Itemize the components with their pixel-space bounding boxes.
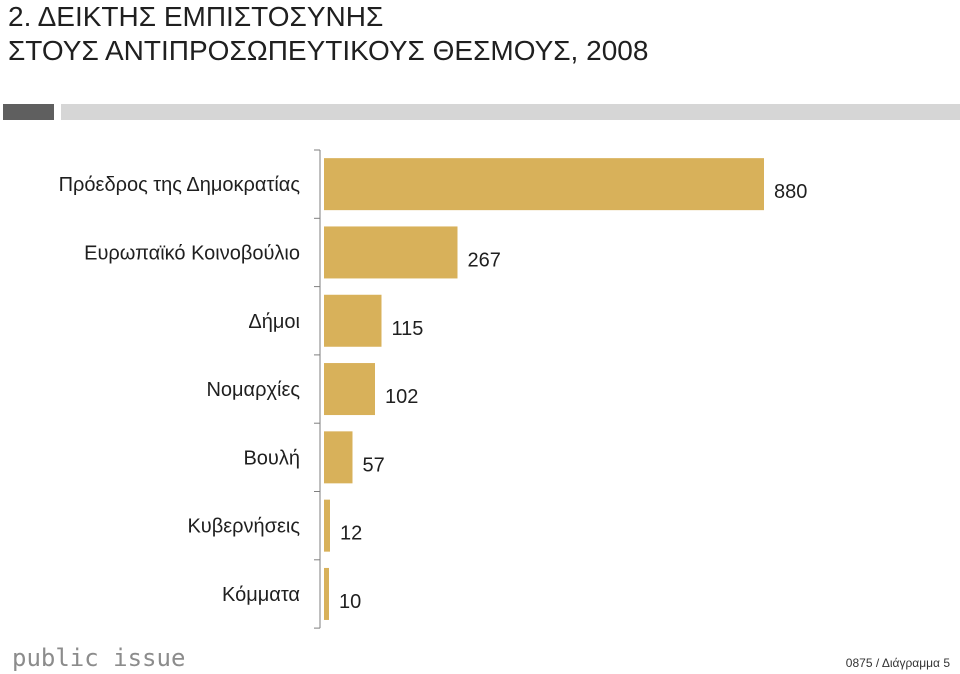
category-label: Βουλή (243, 447, 300, 469)
category-label: Κόμματα (222, 584, 300, 606)
bar (324, 363, 375, 416)
decorative-dark-bar (3, 104, 54, 120)
category-label: Νομαρχίες (206, 379, 300, 401)
category-label: Πρόεδρος της Δημοκρατίας (59, 174, 301, 196)
value-label: 267 (468, 249, 501, 271)
value-label: 880 (774, 181, 807, 203)
bar (324, 294, 382, 347)
decorative-light-bar (61, 104, 960, 120)
bar (324, 567, 329, 620)
category-label: Δήμοι (248, 311, 300, 333)
value-label: 12 (340, 523, 362, 545)
footer-note: 0875 / Διάγραμμα 5 (845, 656, 950, 670)
bar-chart: Πρόεδρος της Δημοκρατίας 880 Ευρωπαϊκό Κοι… (59, 149, 807, 629)
bar (324, 499, 330, 552)
chart-title: 2. ΔΕΙΚΤΗΣ ΕΜΠΙΣΤΟΣΥΝΗΣ ΣΤΟΥΣ ΑΝΤΙΠΡΟΣΩΠ… (8, 0, 648, 68)
bar (324, 158, 764, 211)
value-label: 57 (363, 454, 385, 476)
public-issue-logo: public issue (12, 644, 186, 672)
bar (324, 226, 458, 279)
chart-title-line-2: ΣΤΟΥΣ ΑΝΤΙΠΡΟΣΩΠΕΥΤΙΚΟΥΣ ΘΕΣΜΟΥΣ, 2008 (8, 35, 649, 66)
chart-title-line-1: 2. ΔΕΙΚΤΗΣ ΕΜΠΙΣΤΟΣΥΝΗΣ (8, 1, 384, 32)
value-label: 115 (392, 318, 424, 340)
bar (324, 431, 353, 484)
value-label: 102 (385, 386, 418, 408)
category-label: Ευρωπαϊκό Κοινοβούλιο (84, 242, 300, 264)
category-label: Κυβερνήσεις (187, 516, 300, 538)
value-label: 10 (339, 591, 361, 613)
